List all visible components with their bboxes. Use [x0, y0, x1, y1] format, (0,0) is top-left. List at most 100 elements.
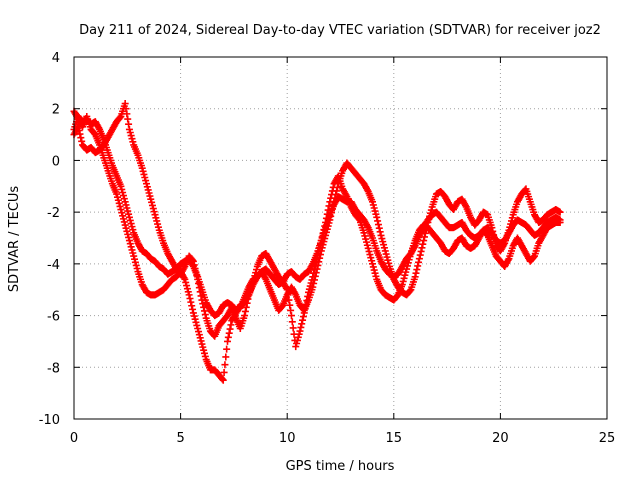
y-tick-label: 2: [52, 103, 60, 118]
data-point: [287, 306, 295, 314]
data-point: [218, 375, 226, 383]
x-tick-label: 5: [176, 431, 184, 446]
data-point: [244, 295, 252, 303]
data-point: [303, 297, 311, 305]
data-point: [75, 126, 83, 134]
series-layer: [70, 100, 564, 384]
data-point: [316, 240, 324, 248]
data-point: [310, 269, 318, 277]
data-point: [195, 280, 203, 288]
data-point: [190, 261, 198, 269]
grid: [74, 57, 607, 419]
data-point: [319, 229, 327, 237]
data-point: [302, 301, 310, 309]
data-point: [74, 123, 82, 131]
data-point: [241, 312, 249, 320]
data-point: [316, 244, 324, 252]
data-point: [298, 320, 306, 328]
plot-frame: [73, 56, 608, 420]
data-point: [225, 329, 233, 337]
data-point: [299, 313, 307, 321]
data-point: [415, 258, 423, 266]
data-point: [189, 256, 197, 264]
data-point: [322, 218, 330, 226]
y-tick-label: 4: [52, 51, 60, 66]
y-tick-label: -2: [47, 206, 60, 221]
y-tick-label: 0: [52, 154, 60, 169]
x-tick-label: 25: [599, 431, 616, 446]
data-point: [220, 368, 228, 376]
data-point: [188, 302, 196, 310]
data-point: [221, 361, 229, 369]
data-point: [185, 291, 193, 299]
data-point: [288, 318, 296, 326]
data-point: [420, 237, 428, 245]
data-point: [320, 226, 328, 234]
data-point: [116, 114, 124, 122]
data-point: [373, 213, 381, 221]
data-point: [199, 300, 207, 308]
y-tick-label: -8: [47, 361, 60, 376]
data-point: [197, 292, 205, 300]
data-point: [374, 221, 382, 229]
data-point: [297, 323, 305, 331]
data-point: [556, 208, 564, 216]
data-point: [189, 257, 197, 265]
data-point: [124, 115, 132, 123]
data-point: [285, 296, 293, 304]
y-axis-label: SDTVAR / TECUs: [7, 186, 22, 293]
data-point: [318, 233, 326, 241]
data-point: [406, 287, 414, 295]
data-point: [313, 255, 321, 263]
data-point: [196, 288, 204, 296]
data-point: [284, 291, 292, 299]
data-point: [224, 333, 232, 341]
data-point: [192, 268, 200, 276]
x-tick-label: 0: [70, 431, 78, 446]
data-point: [414, 262, 422, 270]
data-point: [530, 253, 538, 261]
data-point: [328, 187, 336, 195]
x-axis-label: GPS time / hours: [286, 459, 395, 474]
data-point: [125, 120, 133, 128]
data-point: [327, 194, 335, 202]
data-point: [76, 130, 84, 138]
data-point: [375, 224, 383, 232]
data-point: [226, 325, 234, 333]
data-point: [289, 324, 297, 332]
data-point: [78, 137, 86, 145]
data-point: [376, 228, 384, 236]
data-point: [189, 305, 197, 313]
data-point: [321, 222, 329, 230]
data-point: [411, 273, 419, 281]
data-point: [416, 251, 424, 259]
y-tick-label: -10: [39, 413, 60, 428]
data-point: [193, 272, 201, 280]
data-point: [314, 251, 322, 259]
data-point: [223, 345, 231, 353]
data-point: [488, 224, 496, 232]
data-point: [412, 269, 420, 277]
data-point: [374, 217, 382, 225]
x-tick-label: 10: [279, 431, 296, 446]
data-point: [415, 255, 423, 263]
data-point: [301, 305, 309, 313]
data-point: [309, 273, 317, 281]
data-point: [219, 376, 227, 384]
data-point: [195, 284, 203, 292]
data-point: [123, 110, 131, 118]
data-point: [287, 312, 295, 320]
data-point: [421, 233, 429, 241]
data-point: [355, 215, 363, 223]
data-point: [198, 296, 206, 304]
data-point: [243, 299, 251, 307]
y-tick-label: -6: [47, 310, 60, 325]
data-point: [325, 202, 333, 210]
x-tick-label: 20: [492, 431, 509, 446]
data-point: [310, 266, 318, 274]
data-point: [283, 286, 291, 294]
data-point: [241, 307, 249, 315]
chart-title: Day 211 of 2024, Sidereal Day-to-day VTE…: [79, 23, 601, 38]
data-point: [315, 247, 323, 255]
